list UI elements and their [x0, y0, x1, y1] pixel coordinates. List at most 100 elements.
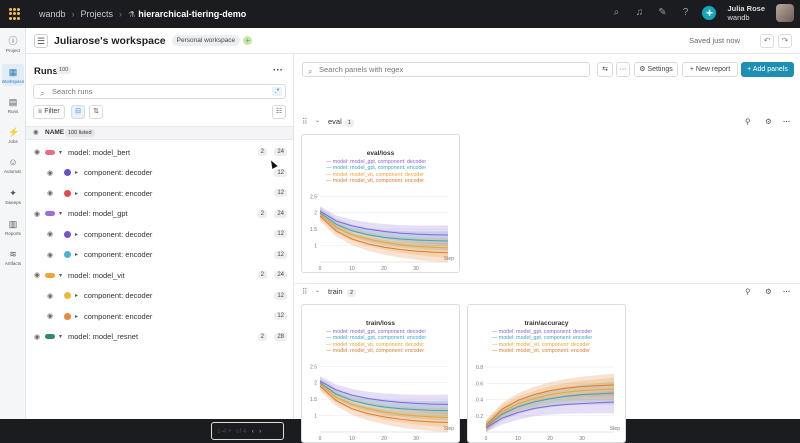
section-train-header[interactable]: ⠿ ⌄ train 2 ⚲ ⚙ ···	[295, 287, 800, 301]
drag-handle-icon[interactable]: ⠿	[302, 117, 308, 126]
sort-button[interactable]: ⇅	[89, 105, 103, 119]
chart-train-loss[interactable]: train/loss — model: model_gpt, component…	[301, 304, 460, 443]
run-group-label[interactable]: component: decoder	[84, 229, 153, 239]
prev-page-icon[interactable]: ‹	[251, 427, 254, 435]
column-name[interactable]: NAME	[45, 129, 65, 136]
user-info[interactable]: Julia Rose wandb	[727, 4, 765, 22]
run-group-row[interactable]: ◉ ▾ model: model_vit 2 24	[26, 265, 293, 285]
visibility-toggle-icon[interactable]: ◉	[33, 333, 41, 341]
help-icon[interactable]: ?	[682, 7, 689, 18]
more-icon[interactable]: ···	[783, 287, 791, 296]
breadcrumb-org[interactable]: wandb	[39, 9, 66, 19]
avatar[interactable]	[776, 4, 794, 22]
visibility-toggle-icon[interactable]: ◉	[33, 210, 41, 218]
columns-button[interactable]: ☷	[272, 105, 286, 119]
runs-search-input[interactable]: ⌕ Search runs .*	[33, 84, 286, 99]
nav-item-sweeps[interactable]: ✦ Sweeps	[0, 189, 26, 206]
section-eval-header[interactable]: ⠿ ⌄ eval 1 ⚲ ⚙ ···	[295, 117, 800, 131]
redo-button[interactable]: ↷	[778, 34, 792, 48]
run-group-row[interactable]: ◉ ▾ model: model_resnet 2 28	[26, 327, 293, 347]
chevron-down-icon[interactable]: ⌄	[315, 118, 321, 124]
gear-icon[interactable]: ⚙	[765, 117, 772, 126]
chevron-down-icon[interactable]: ▾	[228, 428, 231, 434]
add-icon[interactable]: +	[243, 36, 253, 45]
run-color-swatch[interactable]	[45, 211, 55, 216]
bell-icon[interactable]: ♫	[635, 7, 644, 18]
run-group-label[interactable]: model: model_vit	[68, 270, 125, 280]
group-button[interactable]: ⊟	[71, 105, 85, 119]
magic-wand-icon[interactable]: ✎	[658, 7, 667, 18]
visibility-toggle-icon[interactable]: ◉	[46, 231, 54, 238]
panel-layout-button[interactable]: ⇆	[597, 62, 613, 77]
chevron-down-icon[interactable]: ▾	[59, 334, 63, 340]
undo-button[interactable]: ↶	[760, 34, 774, 48]
panels-search-input[interactable]: ⌕ Search panels with regex	[302, 62, 590, 77]
nav-item-jobs[interactable]: ⚡ Jobs	[0, 128, 26, 145]
gear-icon[interactable]: ⚙	[765, 287, 772, 296]
breadcrumb-projects[interactable]: Projects	[80, 9, 114, 19]
visibility-toggle-icon[interactable]: ◉	[46, 169, 54, 177]
run-group-label[interactable]: component: decoder	[84, 168, 153, 177]
chevron-right-icon[interactable]: ▸	[75, 170, 79, 176]
run-color-swatch[interactable]	[64, 169, 71, 176]
run-group-child-row[interactable]: ◉ ▸ component: decoder 12	[26, 224, 293, 244]
run-group-label[interactable]: model: model_gpt	[68, 209, 128, 218]
visibility-toggle-icon[interactable]: ◉	[33, 272, 41, 279]
chart-eval-loss[interactable]: eval/loss — model: model_gpt, component:…	[301, 134, 460, 273]
chevron-down-icon[interactable]: ▾	[59, 211, 63, 217]
page-range-select[interactable]: 1-4	[217, 427, 227, 435]
settings-button[interactable]: ⚙ Settings	[634, 62, 678, 77]
regex-toggle-icon[interactable]: .*	[272, 87, 282, 96]
run-group-label[interactable]: component: decoder	[84, 291, 153, 300]
chevron-right-icon[interactable]: ▸	[75, 231, 79, 238]
run-group-child-row[interactable]: ◉ ▸ component: encoder 12	[26, 245, 293, 265]
run-group-label[interactable]: model: model_resnet	[68, 332, 139, 341]
run-group-child-row[interactable]: ◉ ▸ component: decoder 12	[26, 163, 293, 183]
run-color-swatch[interactable]	[45, 334, 55, 339]
run-color-swatch[interactable]	[64, 292, 71, 299]
chevron-right-icon[interactable]: ▸	[75, 313, 79, 320]
run-group-label[interactable]: component: encoder	[84, 250, 153, 259]
workspace-title[interactable]: Juliarose's workspace	[54, 34, 166, 47]
run-group-label[interactable]: component: encoder	[84, 311, 153, 321]
run-group-child-row[interactable]: ◉ ▸ component: decoder 12	[26, 286, 293, 306]
run-color-swatch[interactable]	[64, 312, 71, 320]
run-group-child-row[interactable]: ◉ ▸ component: encoder 12	[26, 183, 293, 203]
visibility-toggle-icon[interactable]: ◉	[46, 251, 54, 259]
chevron-right-icon[interactable]: ▸	[75, 190, 79, 197]
chevron-down-icon[interactable]: ⌄	[315, 288, 321, 294]
chevron-down-icon[interactable]: ▾	[59, 272, 63, 279]
run-color-swatch[interactable]	[64, 189, 71, 197]
nav-item-project[interactable]: ⓘ Project	[0, 37, 26, 54]
pin-icon[interactable]: ⚲	[745, 117, 751, 126]
menu-toggle-button[interactable]: ☰	[34, 33, 48, 48]
run-color-swatch[interactable]	[45, 149, 55, 155]
visibility-all-icon[interactable]: ◉	[33, 129, 39, 136]
more-icon[interactable]: ···	[783, 117, 791, 126]
visibility-toggle-icon[interactable]: ◉	[46, 190, 54, 197]
run-color-swatch[interactable]	[45, 272, 55, 278]
run-group-row[interactable]: ◉ ▾ model: model_gpt 2 24	[26, 204, 293, 224]
run-group-row[interactable]: ◉ ▾ model: model_bert 2 24	[26, 142, 293, 162]
pin-icon[interactable]: ⚲	[745, 287, 751, 296]
run-color-swatch[interactable]	[64, 251, 71, 258]
run-group-child-row[interactable]: ◉ ▸ component: encoder 12	[26, 306, 293, 326]
drag-handle-icon[interactable]: ⠿	[302, 287, 308, 296]
new-report-button[interactable]: + New report	[682, 62, 738, 77]
run-group-label[interactable]: model: model_bert	[68, 147, 131, 157]
more-icon[interactable]: ···	[616, 62, 630, 77]
visibility-toggle-icon[interactable]: ◉	[46, 313, 54, 320]
chevron-down-icon[interactable]: ▾	[59, 149, 63, 156]
run-group-label[interactable]: component: encoder	[84, 188, 153, 198]
run-color-swatch[interactable]	[64, 230, 71, 238]
next-page-icon[interactable]: ›	[258, 427, 262, 435]
breadcrumb-project[interactable]: hierarchical-tiering-demo	[138, 9, 247, 19]
nav-item-artifacts[interactable]: ≋ Artifacts	[0, 250, 26, 267]
chevron-right-icon[interactable]: ▸	[75, 293, 79, 299]
visibility-toggle-icon[interactable]: ◉	[46, 292, 54, 300]
create-new-button[interactable]: +	[702, 6, 717, 20]
nav-item-runs[interactable]: ▤ Runs	[0, 98, 26, 115]
nav-item-automations[interactable]: ☺ Automat.	[0, 158, 26, 175]
add-panels-button[interactable]: + Add panels	[741, 62, 794, 77]
wandb-logo-icon[interactable]	[9, 8, 21, 20]
